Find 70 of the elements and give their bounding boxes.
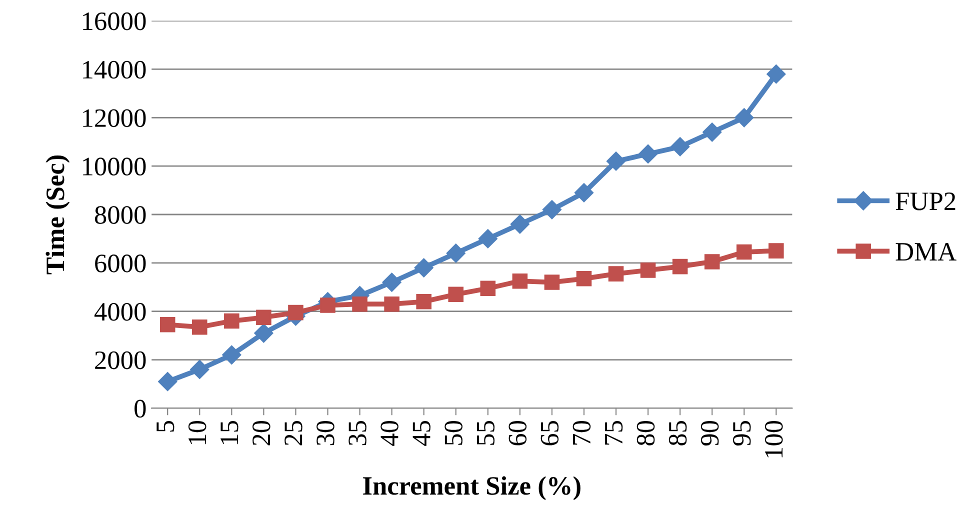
point (734, 108, 754, 128)
x-tick-label: 10 (188, 421, 206, 444)
point (288, 304, 304, 320)
x-tick-label: 55 (476, 421, 495, 445)
x-tick-label: 75 (605, 421, 623, 445)
point (670, 137, 690, 156)
point (768, 243, 784, 258)
point (158, 372, 178, 392)
point (192, 319, 208, 335)
x-axis-title: Increment Size (%) (363, 476, 580, 500)
point (638, 144, 658, 164)
x-tick-label: 25 (284, 421, 302, 446)
y-tick-label: 6000 (95, 254, 146, 272)
point (222, 345, 242, 364)
y-tick-label: 8000 (94, 206, 146, 224)
x-tick-label: 30 (316, 421, 334, 446)
x-tick-label: 65 (540, 421, 559, 446)
x-tick-label: 85 (668, 421, 687, 446)
point (702, 122, 722, 142)
point (254, 324, 274, 343)
y-tick-label: 0 (134, 400, 146, 418)
point (224, 313, 240, 329)
x-tick-label: 95 (733, 421, 751, 446)
point (672, 258, 688, 274)
y-tick-label: 16000 (83, 12, 146, 30)
y-tick-label: 2000 (95, 351, 146, 370)
y-tick-label: 14000 (83, 60, 146, 79)
x-tick-label: 45 (412, 421, 430, 446)
x-tick-label: 60 (508, 421, 527, 446)
point (446, 244, 466, 263)
y-tick-label: 10000 (83, 158, 146, 176)
point (416, 294, 432, 310)
point (256, 310, 272, 326)
point (544, 274, 560, 290)
point (608, 266, 624, 282)
point (606, 152, 626, 171)
x-tick-label: 15 (220, 421, 238, 444)
point (542, 200, 562, 220)
point (478, 229, 498, 248)
point (704, 254, 720, 270)
x-tick-label: 90 (700, 421, 719, 446)
point (736, 244, 752, 260)
point (160, 317, 176, 332)
x-tick-label: 50 (444, 421, 462, 445)
y-tick-label: 12000 (83, 109, 146, 128)
point (384, 296, 400, 312)
x-tick-label: 80 (636, 421, 655, 446)
point (480, 280, 496, 296)
point (382, 272, 402, 292)
x-tick-label: 100 (764, 421, 783, 458)
x-tick-label: 20 (252, 421, 270, 446)
point (190, 360, 210, 379)
point (510, 214, 530, 234)
y-axis-title: Time (Sec) (46, 155, 70, 274)
x-tick-label: 35 (348, 421, 366, 446)
point (414, 258, 434, 278)
point (640, 262, 656, 278)
point (576, 271, 592, 286)
x-tick-label: 40 (380, 421, 398, 446)
point (574, 183, 594, 202)
point (320, 298, 336, 313)
point (352, 296, 368, 312)
x-tick-label: 70 (572, 421, 591, 445)
y-tick-label: 4000 (94, 302, 146, 321)
legend-label: DMA (896, 243, 956, 261)
point (512, 273, 528, 289)
x-tick-label: 5 (156, 421, 174, 432)
point (448, 286, 464, 302)
legend-label: FUP2 (896, 192, 956, 210)
point (766, 64, 786, 84)
